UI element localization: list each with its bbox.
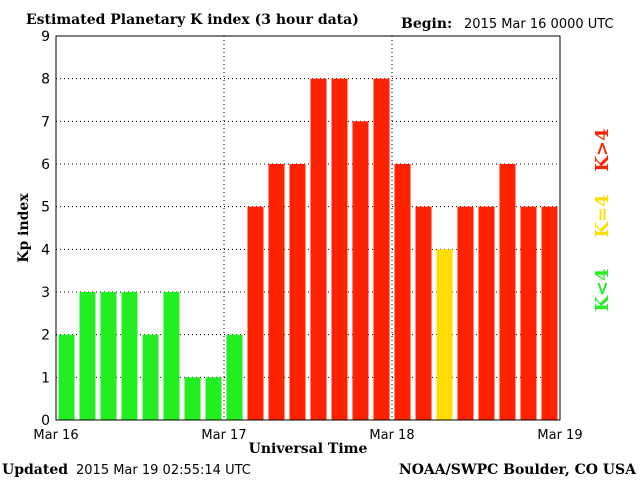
bars xyxy=(58,78,558,421)
kp-bar xyxy=(520,206,537,420)
y-tick-labels: 0 1 2 3 4 5 6 7 8 9 xyxy=(41,29,50,429)
kp-bar xyxy=(100,292,117,420)
begin-label: Begin: xyxy=(401,16,452,32)
kp-bar xyxy=(121,292,138,420)
updated-label: Updated xyxy=(2,462,68,478)
updated-value: 2015 Mar 19 02:55:14 UTC xyxy=(76,463,251,478)
kp-bar xyxy=(226,334,243,420)
kp-bar xyxy=(415,206,432,420)
kp-bar xyxy=(373,78,390,421)
x-tick-labels: Mar 16 Mar 17 Mar 18 Mar 19 xyxy=(33,428,582,443)
source-credit: NOAA/SWPC Boulder, CO USA xyxy=(399,462,637,478)
legend-k-above-4: K>4 xyxy=(592,128,613,171)
kp-bar xyxy=(79,292,96,420)
grid-lines xyxy=(56,36,560,420)
legend-k-below-4: K<4 xyxy=(592,268,613,311)
y-tick-label: 5 xyxy=(41,200,50,216)
y-tick-label: 4 xyxy=(41,242,50,258)
kp-bar xyxy=(247,206,264,420)
kp-bar xyxy=(268,164,285,420)
kp-bar xyxy=(436,249,453,420)
y-tick-label: 1 xyxy=(41,370,50,386)
y-axis-title: Kp index xyxy=(16,193,32,263)
kp-bar xyxy=(499,164,516,420)
kp-bar xyxy=(205,377,222,420)
y-tick-label: 3 xyxy=(41,285,50,301)
kp-bar xyxy=(163,292,180,420)
legend-k-equal-4: K=4 xyxy=(592,194,613,237)
kp-bar xyxy=(394,164,411,420)
plot-frame xyxy=(55,35,561,421)
y-tick-label: 8 xyxy=(41,72,50,88)
x-tick-label: Mar 19 xyxy=(537,428,582,443)
kp-bar xyxy=(184,377,201,420)
y-tick-label: 9 xyxy=(41,29,50,45)
kp-bar xyxy=(289,164,306,420)
chart-title: Estimated Planetary K index (3 hour data… xyxy=(26,12,359,28)
kp-bar xyxy=(331,78,348,421)
x-tick-label: Mar 16 xyxy=(33,428,78,443)
kp-bar xyxy=(541,206,558,420)
kp-bar xyxy=(58,334,75,420)
x-axis-title: Universal Time xyxy=(249,441,368,457)
kp-bar xyxy=(457,206,474,420)
y-tick-label: 7 xyxy=(41,114,50,130)
y-tick-label: 6 xyxy=(41,157,50,173)
begin-value: 2015 Mar 16 0000 UTC xyxy=(464,17,614,32)
kp-bar xyxy=(142,334,159,420)
kp-bar xyxy=(310,78,327,421)
x-tick-label: Mar 18 xyxy=(369,428,414,443)
y-tick-label: 0 xyxy=(41,413,50,429)
y-tick-label: 2 xyxy=(41,328,50,344)
kp-bar xyxy=(478,206,495,420)
kp-bar xyxy=(352,121,369,420)
x-tick-label: Mar 17 xyxy=(201,428,246,443)
